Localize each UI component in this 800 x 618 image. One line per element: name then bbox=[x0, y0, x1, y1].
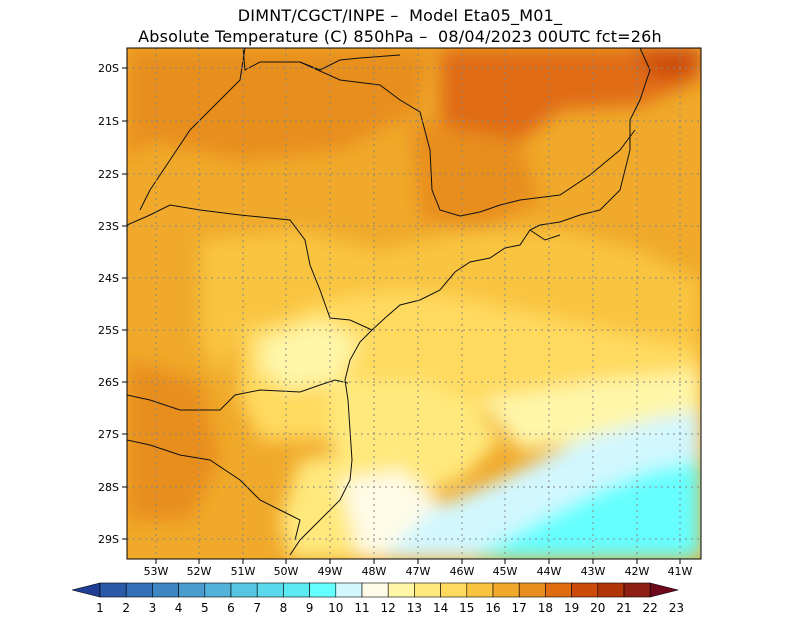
colorbar-label: 14 bbox=[433, 601, 448, 615]
lon-label: 48W bbox=[362, 565, 387, 578]
colorbar-swatch bbox=[440, 582, 468, 598]
colorbar-label: 20 bbox=[590, 601, 605, 615]
colorbar-label: 12 bbox=[381, 601, 396, 615]
colorbar-label: 22 bbox=[643, 601, 658, 615]
colorbar-swatch bbox=[178, 582, 206, 598]
lon-label: 46W bbox=[450, 565, 475, 578]
lon-label: 41W bbox=[668, 565, 693, 578]
colorbar-swatch bbox=[256, 582, 284, 598]
colorbar-swatch bbox=[597, 582, 625, 598]
lon-label: 50W bbox=[274, 565, 299, 578]
lat-label: 21S bbox=[98, 115, 119, 128]
colorbar-label: 9 bbox=[306, 601, 314, 615]
colorbar-swatch bbox=[230, 582, 258, 598]
lon-label: 45W bbox=[493, 565, 518, 578]
colorbar-swatch bbox=[99, 582, 127, 598]
coastline-and-borders bbox=[127, 48, 651, 556]
colorbar-swatch bbox=[545, 582, 572, 598]
lat-label: 28S bbox=[98, 481, 119, 494]
colorbar-swatch bbox=[125, 582, 153, 598]
lon-label: 42W bbox=[625, 565, 650, 578]
lon-label: 53W bbox=[144, 565, 169, 578]
lon-label: 47W bbox=[406, 565, 431, 578]
colorbar-labels: 1 2 3 4 5 6 7 8 9 10 11 12 13 14 15 16 17 18 19 20 21 22 23 bbox=[96, 601, 684, 615]
map-frame bbox=[126, 47, 702, 560]
colorbar-swatch bbox=[414, 582, 441, 598]
temperature-field bbox=[127, 48, 701, 559]
lon-label: 43W bbox=[581, 565, 606, 578]
lat-lon-grid bbox=[127, 48, 701, 559]
colorbar-swatch bbox=[649, 582, 679, 598]
colorbar-label: 6 bbox=[227, 601, 235, 615]
colorbar-label: 2 bbox=[122, 601, 130, 615]
colorbar-label: 18 bbox=[538, 601, 553, 615]
colorbar-swatch bbox=[623, 582, 651, 598]
colorbar-label: 10 bbox=[328, 601, 343, 615]
longitude-labels: 53W 52W 51W 50W 49W 48W 47W 46W 45W 44W … bbox=[144, 565, 693, 578]
colorbar-label: 7 bbox=[253, 601, 261, 615]
colorbar-swatch bbox=[361, 582, 389, 598]
colorbar-swatch bbox=[571, 582, 599, 598]
colorbar-swatch bbox=[283, 582, 310, 598]
lon-label: 51W bbox=[231, 565, 256, 578]
colorbar-label: 4 bbox=[175, 601, 183, 615]
colorbar-label: 13 bbox=[407, 601, 422, 615]
colorbar-swatch bbox=[71, 582, 101, 598]
lat-label: 23S bbox=[98, 220, 119, 233]
lat-label: 20S bbox=[98, 62, 119, 75]
colorbar-swatch bbox=[387, 582, 415, 598]
colorbar-label: 11 bbox=[354, 601, 369, 615]
colorbar-label: 19 bbox=[564, 601, 579, 615]
lat-label: 24S bbox=[98, 272, 119, 285]
colorbar-swatch bbox=[492, 582, 520, 598]
lat-label: 22S bbox=[98, 168, 119, 181]
colorbar-label: 1 bbox=[96, 601, 104, 615]
lat-label: 25S bbox=[98, 324, 119, 337]
lon-label: 49W bbox=[318, 565, 343, 578]
colorbar-label: 8 bbox=[280, 601, 288, 615]
axis-ticks bbox=[122, 67, 681, 564]
colorbar-swatch bbox=[152, 582, 179, 598]
colorbar-label: 3 bbox=[149, 601, 157, 615]
title-line-1: DIMNT/CGCT/INPE – Model Eta05_M01_ bbox=[237, 6, 563, 25]
colorbar-swatch bbox=[204, 582, 232, 598]
lon-label: 44W bbox=[537, 565, 562, 578]
colorbar-label: 16 bbox=[485, 601, 500, 615]
lat-label: 27S bbox=[98, 428, 119, 441]
colorbar-label: 21 bbox=[616, 601, 631, 615]
lon-label: 52W bbox=[187, 565, 212, 578]
colorbar-swatch bbox=[335, 582, 363, 598]
title-line-2: Absolute Temperature (C) 850hPa – 08/04/… bbox=[138, 27, 662, 46]
colorbar-label: 23 bbox=[669, 601, 684, 615]
lat-label: 26S bbox=[98, 376, 119, 389]
colorbar-label: 17 bbox=[512, 601, 527, 615]
colorbar-label: 15 bbox=[459, 601, 474, 615]
lat-label: 29S bbox=[98, 533, 119, 546]
colorbar-label: 5 bbox=[201, 601, 209, 615]
colorbar-swatch bbox=[309, 582, 337, 598]
colorbar bbox=[71, 582, 679, 598]
colorbar-swatch bbox=[518, 582, 546, 598]
colorbar-swatch bbox=[466, 582, 494, 598]
latitude-labels: 20S 21S 22S 23S 24S 25S 26S 27S 28S 29S bbox=[98, 62, 119, 546]
